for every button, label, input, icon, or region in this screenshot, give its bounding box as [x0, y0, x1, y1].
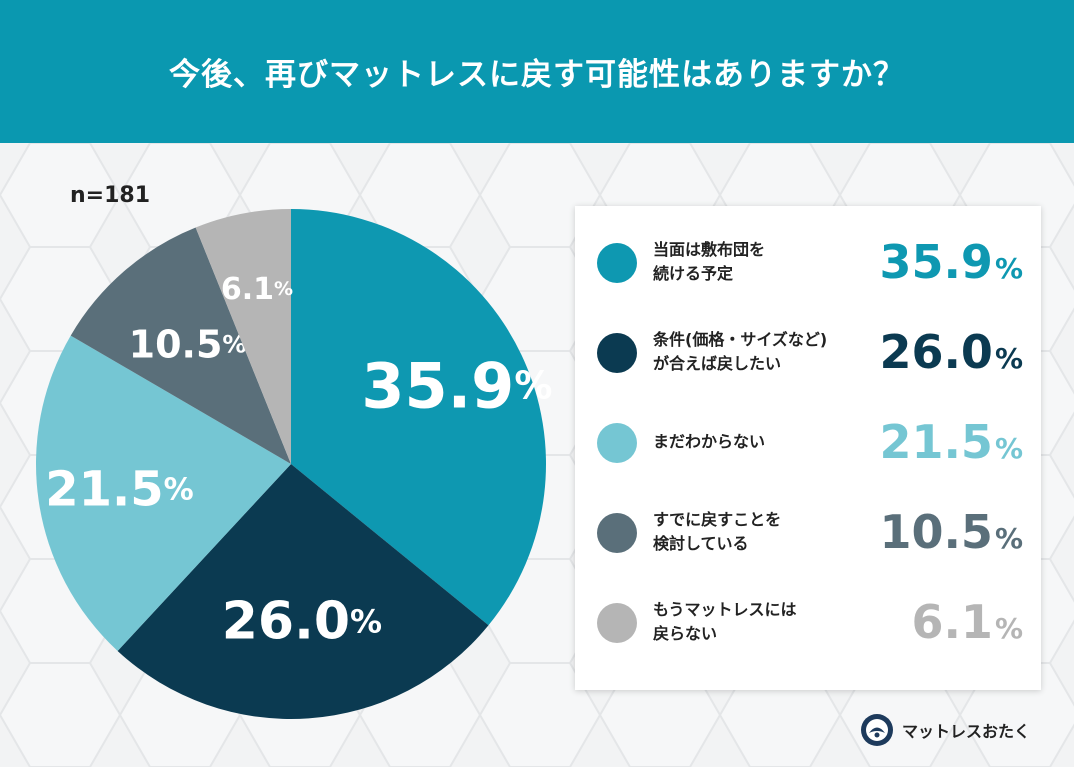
legend-panel: 当面は敷布団を 続ける予定 35.9% 条件(価格・サイズなど) が合えば戻したい 26.…	[575, 206, 1041, 690]
pie-slice	[117, 464, 489, 719]
legend-item: まだわからない 21.5%	[575, 412, 1041, 472]
legend-value-number: 21.5	[879, 415, 993, 469]
brand-footer: マットレスおたく	[860, 712, 1030, 748]
legend-label-line: もうマットレスには	[653, 600, 797, 619]
header-banner: 今後、再びマットレスに戻す可能性はありますか？	[0, 0, 1074, 143]
legend-item: もうマットレスには 戻らない 6.1%	[575, 592, 1041, 652]
legend-label: 当面は敷布団を 続ける予定	[653, 238, 868, 286]
legend-value-number: 35.9	[879, 235, 993, 289]
legend-color-dot	[597, 243, 637, 283]
pie-slice-label: 26.0%	[222, 592, 382, 652]
legend-label-line: 条件(価格・サイズなど)	[653, 330, 828, 349]
pie-chart: 35.9%26.0%21.5%10.5%6.1%	[35, 209, 552, 719]
legend-value-number: 6.1	[911, 595, 993, 649]
pie-slice-label: 6.1%	[221, 271, 293, 306]
legend-label-line: まだわからない	[653, 432, 766, 451]
pie-slice	[291, 209, 546, 626]
pie-slice	[35, 335, 291, 651]
legend-label-line: 戻らない	[653, 624, 718, 643]
mattress-otaku-logo-icon	[861, 714, 893, 746]
legend-value: 35.9%	[879, 234, 1023, 297]
legend-label: もうマットレスには 戻らない	[653, 598, 868, 646]
legend-label-line: が合えば戻したい	[653, 354, 782, 373]
pie-slice	[70, 227, 292, 464]
legend-item: 当面は敷布団を 続ける予定 35.9%	[575, 232, 1041, 292]
pie-slice-label: 35.9%	[361, 349, 552, 422]
pie-slice-label: 21.5%	[45, 462, 194, 518]
legend-value-number: 10.5	[879, 505, 993, 559]
pie-slice	[195, 209, 291, 464]
legend-color-dot	[597, 423, 637, 463]
legend-value-number: 26.0	[879, 325, 993, 379]
legend-color-dot	[597, 513, 637, 553]
legend-label: すでに戻すことを 検討している	[653, 508, 868, 556]
sample-size-label: n=181	[70, 183, 151, 208]
legend-item: すでに戻すことを 検討している 10.5%	[575, 502, 1041, 562]
legend-item: 条件(価格・サイズなど) が合えば戻したい 26.0%	[575, 322, 1041, 382]
legend-label-line: 続ける予定	[653, 264, 734, 283]
legend-label: 条件(価格・サイズなど) が合えば戻したい	[653, 328, 868, 376]
legend-value-unit: %	[994, 342, 1023, 375]
brand-name: マットレスおたく	[902, 722, 1031, 741]
legend-value: 6.1%	[911, 594, 1023, 657]
legend-color-dot	[597, 603, 637, 643]
legend-label-line: 検討している	[653, 534, 749, 553]
legend-value-unit: %	[994, 612, 1023, 645]
legend-value: 21.5%	[879, 414, 1023, 477]
legend-value-unit: %	[994, 432, 1023, 465]
legend-label: まだわからない	[653, 430, 868, 454]
legend-value: 10.5%	[879, 504, 1023, 567]
page-title: 今後、再びマットレスに戻す可能性はありますか？	[169, 57, 905, 93]
legend-label-line: すでに戻すことを	[653, 510, 782, 529]
legend-value-unit: %	[994, 522, 1023, 555]
legend-color-dot	[597, 333, 637, 373]
legend-label-line: 当面は敷布団を	[653, 240, 766, 259]
legend-value-unit: %	[994, 252, 1023, 285]
legend-value: 26.0%	[879, 324, 1023, 387]
